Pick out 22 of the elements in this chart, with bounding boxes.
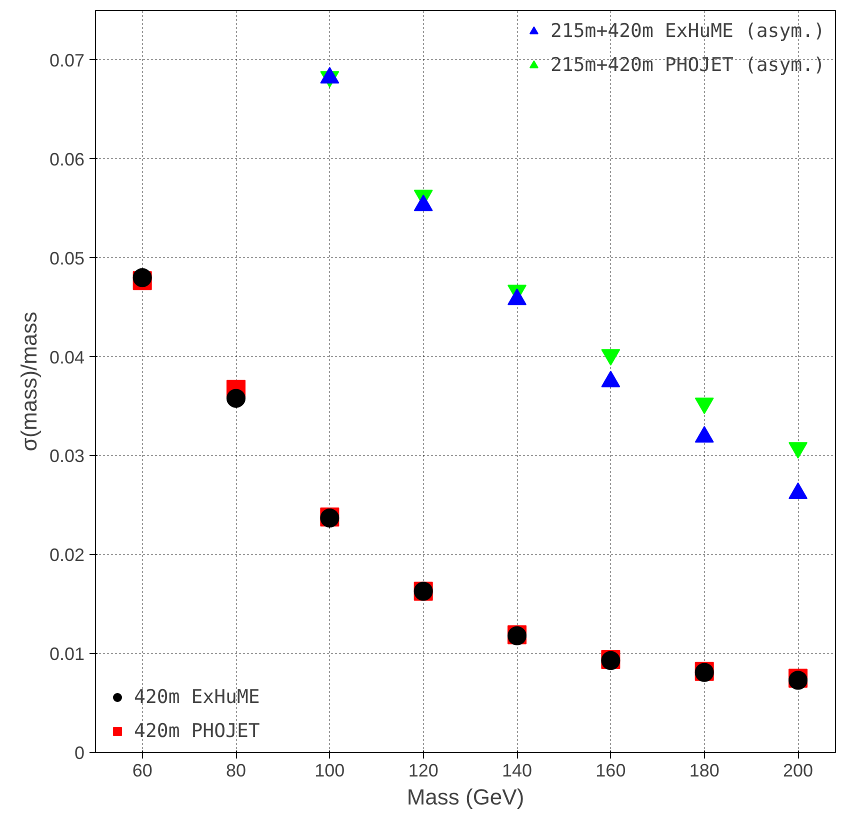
x-tick-label: 120 [408, 760, 438, 780]
x-tick-label: 60 [132, 760, 152, 780]
y-tick-label: 0 [74, 743, 85, 763]
y-tick-label: 0.04 [49, 347, 85, 368]
legend-label: 215m+420m ExHuME (asym.) [550, 20, 825, 42]
x-axis-title: Mass (GeV) [406, 784, 524, 810]
legend-label: 420m ExHuME [134, 686, 260, 708]
y-tick-label: 0.06 [49, 149, 85, 170]
y-tick-label: 0.01 [49, 644, 85, 664]
x-tick-label: 100 [314, 760, 345, 780]
y-tick-label: 0.02 [49, 545, 85, 566]
x-tick-label: 140 [502, 760, 532, 780]
y-tick-label: 0.07 [49, 50, 85, 70]
y-tick-label: 0.05 [49, 248, 85, 268]
y-tick-label: 0.03 [49, 446, 85, 466]
x-tick-label: 80 [226, 760, 246, 780]
x-tick-label: 200 [783, 760, 814, 780]
x-tick-label: 180 [689, 760, 720, 780]
y-axis-title: σ(mass)/mass [16, 312, 42, 452]
legend-label: 215m+420m PHOJET (asym.) [550, 54, 825, 76]
x-tick-label: 160 [596, 760, 626, 780]
legend-label: 420m PHOJET [134, 720, 260, 742]
